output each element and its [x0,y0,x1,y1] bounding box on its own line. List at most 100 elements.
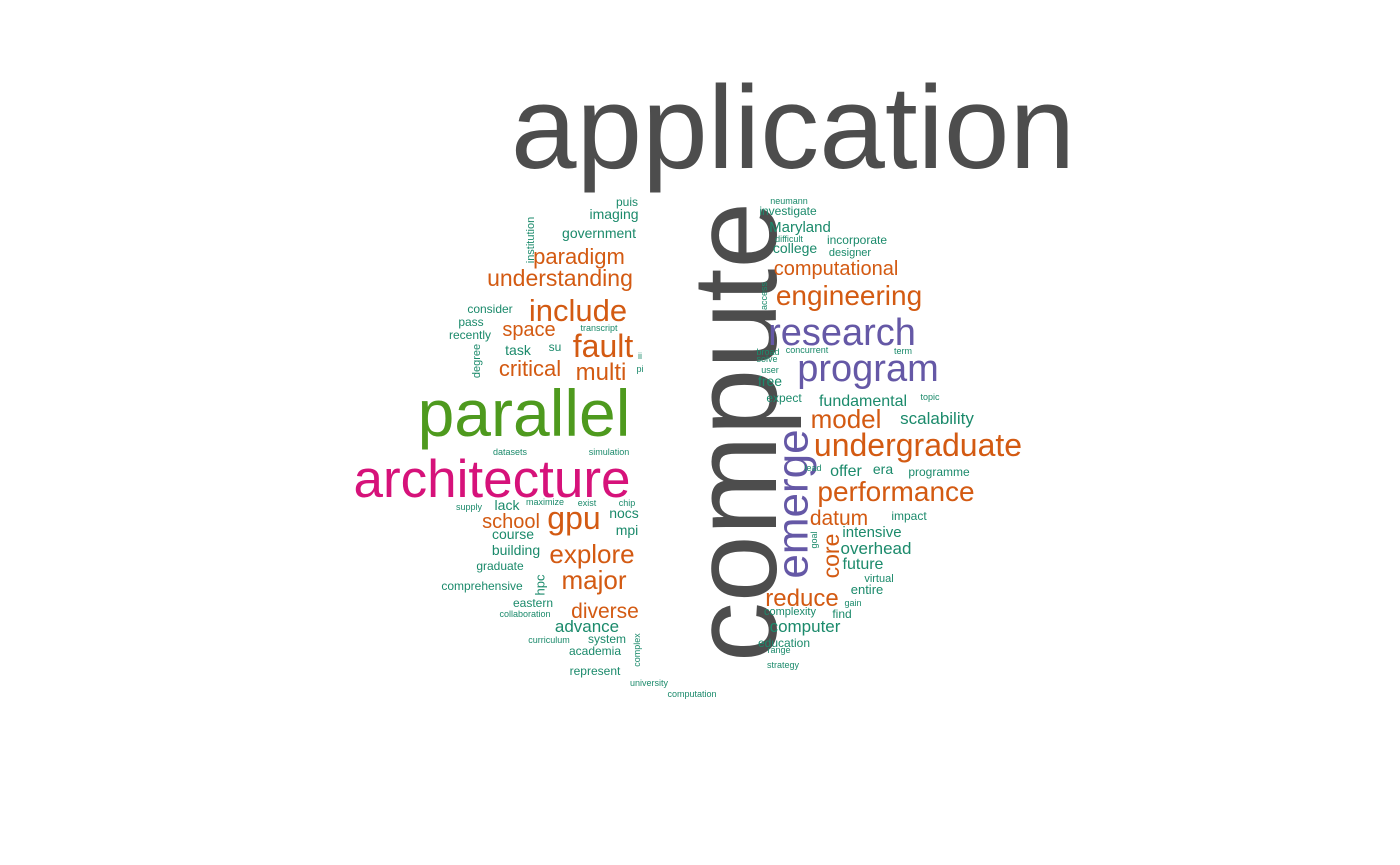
word-complexity: complexity [764,606,816,618]
word-program: program [797,348,939,390]
word-expect: expect [766,391,802,405]
word-undergraduate: undergraduate [814,427,1022,463]
word-free: free [758,373,782,389]
word-course: course [492,526,534,542]
word-collaboration: collaboration [499,609,550,619]
word-represent: represent [570,664,621,678]
word-goal: goal [809,531,819,548]
word-era: era [873,461,893,477]
word-solve: solve [756,354,777,364]
word-model: model [811,404,882,434]
word-complex: complex [632,633,642,667]
word-government: government [562,225,636,241]
word-multi: multi [576,359,627,386]
word-intensive: intensive [842,524,901,541]
word-difficult: difficult [775,234,803,244]
word-university: university [630,678,669,688]
word-gpu: gpu [547,500,600,536]
word-programme: programme [908,465,970,479]
word-virtual: virtual [864,573,893,585]
word-imaging: imaging [589,206,638,222]
word-performance: performance [817,476,974,507]
word-investigate: investigate [759,204,817,218]
word-academia: academia [569,644,621,658]
word-user: user [761,365,779,375]
word-hpc: hpc [533,574,548,595]
word-eastern: eastern [513,596,553,610]
word-college: college [773,240,818,256]
word-broad: broad [756,347,779,357]
word-school: school [482,511,540,533]
word-chip: chip [619,498,636,508]
word-pass: pass [458,315,483,329]
word-datum: datum [810,507,868,530]
word-research: research [768,312,916,354]
word-consider: consider [467,302,512,316]
word-strategy: strategy [767,660,800,670]
word-computational: computational [774,258,899,280]
word-task: task [505,342,532,358]
word-neumann: neumann [770,196,808,206]
word-concurrent: concurrent [786,345,829,355]
word-overhead: overhead [841,539,912,558]
word-gain: gain [844,598,861,608]
word-explore: explore [549,539,634,569]
word-range: range [767,645,790,655]
word-designer: designer [829,247,872,259]
word-core: core [818,534,844,579]
word-institution: institution [525,217,537,263]
word-graduate: graduate [476,559,524,573]
word-curriculum: curriculum [528,635,570,645]
word-major: major [561,565,626,595]
word-paradigm: paradigm [533,244,625,269]
word-education: education [758,636,810,650]
word-computer: computer [770,617,841,636]
word-lack: lack [495,497,521,513]
word-exist: exist [578,498,597,508]
word-advance: advance [555,617,619,636]
word-building: building [492,542,540,558]
word-offer: offer [830,463,862,480]
word-transcript: transcript [580,323,618,333]
word-nocs: nocs [609,505,639,521]
word-ii: ii [638,351,642,361]
word-mpi: mpi [616,522,639,538]
word-include: include [529,293,627,328]
word-degree: degree [471,344,483,378]
word-system: system [588,632,626,646]
word-entire: entire [851,582,884,597]
word-puis: puis [616,195,638,209]
word-incorporate: incorporate [827,233,887,247]
word-maryland: Maryland [769,219,831,236]
word-future: future [843,556,884,573]
word-reduce: reduce [765,585,838,612]
word-fault: fault [573,328,634,364]
word-su: su [549,340,562,354]
word-find: find [832,607,851,621]
word-scalability: scalability [900,409,974,428]
word-critical: critical [499,356,561,381]
word-comprehensive: comprehensive [441,579,523,593]
word-datasets: datasets [493,447,528,457]
word-compute: compute [668,202,802,662]
word-emerge: emerge [769,429,818,578]
word-space: space [502,319,555,341]
word-maximize: maximize [526,497,564,507]
word-architecture: architecture [354,450,631,509]
word-application: application [511,62,1075,194]
word-access: access [759,281,769,310]
word-lead: lead [804,463,821,473]
word-parallel: parallel [418,376,631,450]
word-diverse: diverse [571,600,639,623]
word-topic: topic [920,392,940,402]
word-understanding: understanding [487,265,633,291]
word-engineering: engineering [776,280,922,311]
word-computation: computation [667,689,716,699]
word-simulation: simulation [589,447,630,457]
word-recently: recently [449,328,491,342]
word-pi: pi [636,364,643,374]
word-impact: impact [891,509,927,523]
word-fundamental: fundamental [819,393,907,410]
